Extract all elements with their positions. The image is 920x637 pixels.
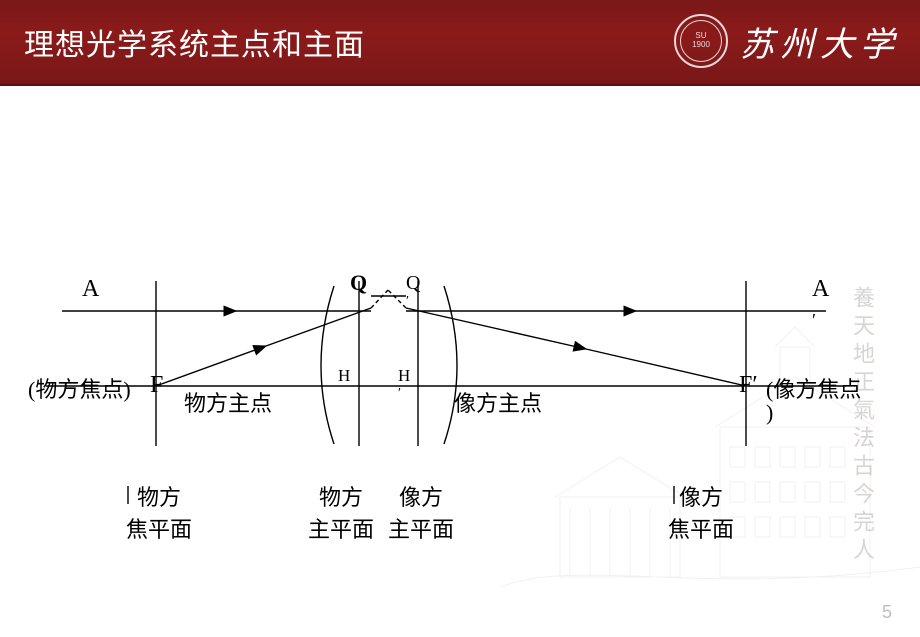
university-name: 苏州大学	[740, 17, 900, 66]
label-image-principal-point: 像方主点	[454, 386, 542, 418]
optical-diagram: A A ′ Q Q ′ H H ′ (物方焦点) F F′ (像方焦点 ) 物方…	[26, 186, 896, 616]
label-Q: Q	[350, 270, 367, 296]
label-object-focus-paren: (物方焦点)	[28, 372, 131, 404]
label-Q-prime-mark: ′	[406, 294, 409, 310]
label-F: F	[150, 372, 163, 399]
label-A-prime-mark: ′	[812, 310, 816, 331]
label-image-principal-plane: 像方 主平面	[388, 480, 454, 544]
label-image-focus-paren: (像方焦点	[766, 372, 861, 404]
label-image-focus-paren2: )	[766, 400, 773, 426]
slide-title: 理想光学系统主点和主面	[0, 20, 365, 64]
label-object-principal-point: 物方主点	[184, 386, 272, 418]
label-object-principal-plane: 物方 主平面	[308, 480, 374, 544]
label-H-prime-mark: ′	[398, 386, 401, 402]
label-object-focal-plane: 物方 焦平面	[126, 480, 192, 544]
page-number: 5	[882, 602, 892, 623]
label-A: A	[82, 276, 99, 303]
slide-header: 理想光学系统主点和主面 SU1900 苏州大学	[0, 0, 920, 86]
label-H: H	[338, 366, 350, 386]
label-H-prime: H	[398, 366, 410, 386]
university-seal-icon: SU1900	[674, 14, 728, 68]
label-F-prime: F′	[739, 372, 758, 399]
label-image-focal-plane: 像方 焦平面	[668, 480, 734, 544]
label-A-prime: A	[812, 276, 829, 303]
logo-group: SU1900 苏州大学	[674, 14, 900, 68]
slide-body: 養天地正氣法古今完人	[0, 86, 920, 637]
label-Q-prime: Q	[406, 272, 420, 295]
